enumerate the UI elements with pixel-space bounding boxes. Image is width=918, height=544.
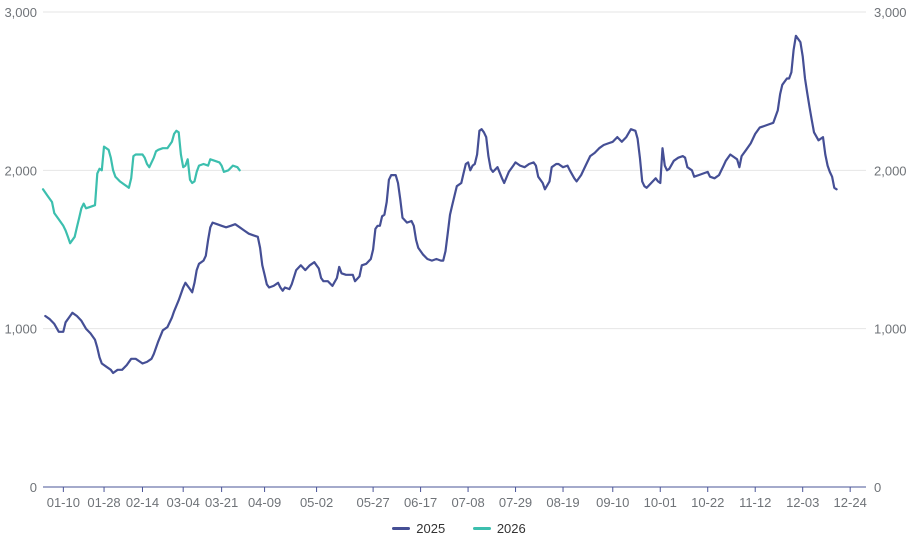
x-tick-label: 08-19 (546, 495, 579, 510)
y-tick-label-left: 2,000 (4, 163, 37, 178)
x-tick-label: 05-27 (356, 495, 389, 510)
legend-item-2025[interactable]: 2025 (392, 521, 445, 536)
x-tick-label: 02-14 (126, 495, 159, 510)
x-tick-label: 03-04 (167, 495, 200, 510)
x-tick-label: 01-10 (47, 495, 80, 510)
x-tick-label: 11-12 (739, 495, 771, 510)
y-tick-label-right: 1,000 (874, 322, 907, 337)
y-tick-label-right: 0 (874, 480, 881, 495)
x-tick-label: 05-02 (300, 495, 333, 510)
legend-label-2026: 2026 (496, 521, 526, 536)
series-line-2026[interactable] (41, 129, 241, 245)
x-tick-label: 04-09 (248, 495, 281, 510)
legend-item-2026[interactable]: 2026 (472, 521, 526, 536)
legend-swatch-2026 (472, 527, 491, 530)
y-axis-left: 0 1,000 2,000 3,000 (4, 5, 37, 495)
x-tick-label: 01-28 (87, 495, 120, 510)
x-tick-label: 03-21 (205, 495, 238, 510)
x-tick-label: 12-03 (786, 495, 819, 510)
y-tick-label-left: 3,000 (4, 5, 37, 20)
legend-swatch-2025 (392, 527, 411, 530)
y-tick-label-right: 2,000 (874, 163, 907, 178)
legend-label-2025: 2025 (416, 521, 446, 536)
y-tick-label-left: 1,000 (4, 322, 37, 337)
x-tick-label: 06-17 (404, 495, 437, 510)
y-axis-right: 0 1,000 2,000 3,000 (874, 5, 907, 495)
x-tick-label: 09-10 (596, 495, 629, 510)
x-tick-label: 10-22 (691, 495, 724, 510)
series-line-2025[interactable] (44, 34, 838, 375)
series-lines (41, 34, 838, 375)
x-tick-label: 10-01 (644, 495, 677, 510)
x-tick-label: 07-08 (451, 495, 484, 510)
y-tick-label-right: 3,000 (874, 5, 907, 20)
legend: 2025 2026 (0, 518, 918, 536)
x-tick-label: 12-24 (834, 495, 867, 510)
x-tick-label: 07-29 (499, 495, 532, 510)
x-axis: 01-10 01-28 02-14 03-04 03-21 04-09 05-02 05-27… (43, 486, 867, 510)
y-tick-label-left: 0 (30, 480, 37, 495)
gridlines (43, 11, 866, 330)
